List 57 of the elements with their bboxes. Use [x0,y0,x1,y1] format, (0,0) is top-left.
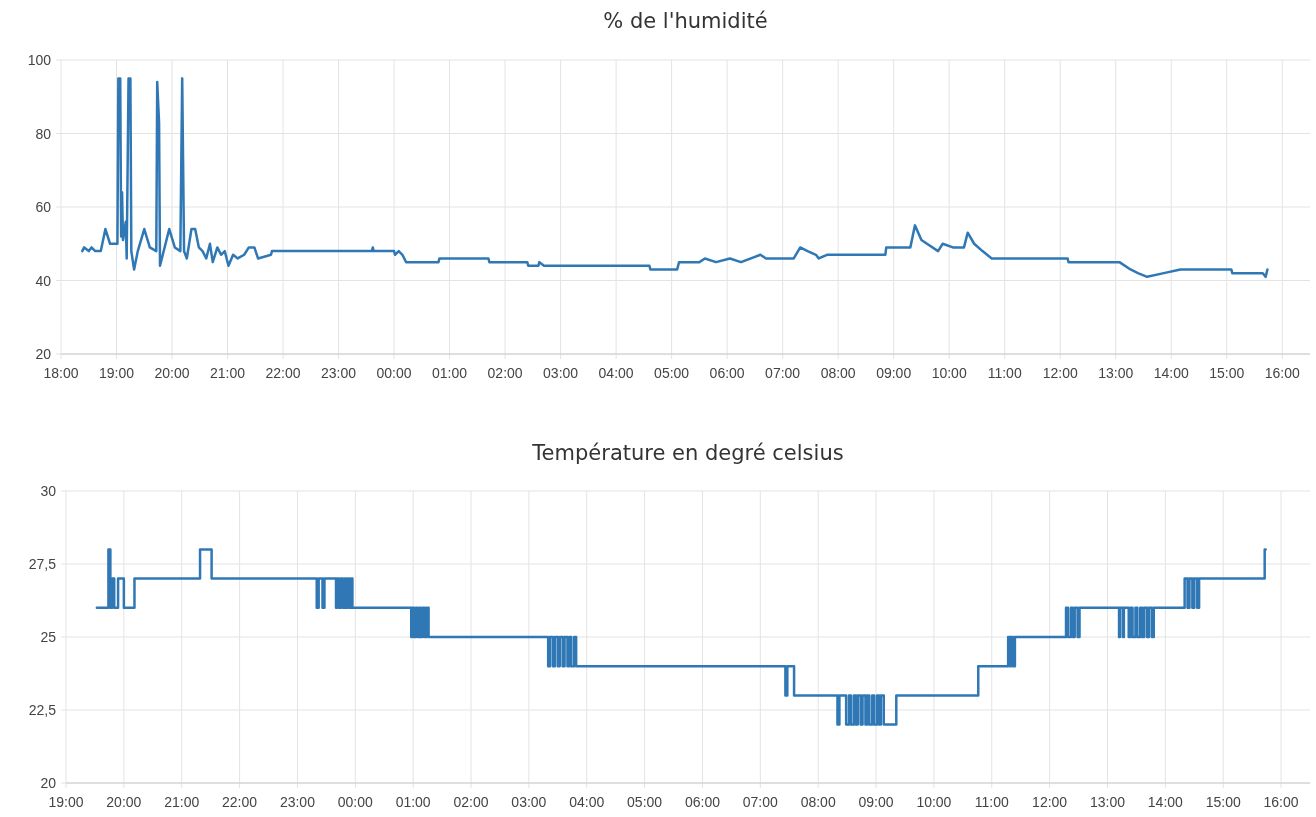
y-tick-label: 100 [27,52,52,68]
y-tick-label: 27,5 [28,556,57,572]
x-tick-label: 09:00 [858,794,894,810]
x-tick-label: 06:00 [684,794,721,810]
y-tick-label: 20 [40,775,57,791]
x-tick-label: 05:00 [627,794,663,810]
x-tick-label: 02:00 [487,365,523,381]
x-tick-label: 14:00 [1147,794,1184,810]
x-tick-label: 23:00 [279,794,316,810]
x-tick-label: 14:00 [1153,365,1189,381]
x-tick-label: 15:00 [1205,794,1241,810]
x-tick-label: 16:00 [1263,794,1299,810]
x-tick-label: 06:00 [709,365,745,381]
x-tick-label: 15:00 [1209,365,1245,381]
x-tick-label: 11:00 [987,365,1022,381]
x-tick-label: 10:00 [931,365,967,381]
x-tick-label: 07:00 [765,365,801,381]
x-tick-label: 04:00 [569,794,605,810]
chart-title: % de l'humidité [603,9,768,33]
x-tick-label: 13:00 [1098,365,1134,381]
x-tick-label: 00:00 [337,794,374,810]
x-tick-label: 03:00 [543,365,579,381]
x-tick-label: 21:00 [164,794,200,810]
y-tick-label: 40 [35,272,52,289]
x-tick-label: 19:00 [48,794,84,810]
x-tick-label: 12:00 [1042,365,1078,381]
x-tick-label: 08:00 [820,365,856,381]
x-tick-label: 12:00 [1032,794,1068,810]
x-tick-label: 10:00 [916,794,952,810]
x-tick-label: 23:00 [321,365,357,381]
y-tick-label: 60 [35,199,52,215]
x-tick-label: 08:00 [800,794,836,810]
y-tick-label: 25 [40,629,57,645]
x-tick-label: 07:00 [742,794,779,810]
y-tick-label: 30 [40,483,57,499]
x-tick-label: 18:00 [43,365,79,381]
x-tick-label: 09:00 [876,365,912,381]
x-tick-label: 05:00 [654,365,690,381]
y-tick-label: 80 [35,125,52,142]
x-tick-label: 01:00 [395,794,431,810]
x-tick-label: 21:00 [210,365,246,381]
x-tick-label: 13:00 [1089,794,1126,810]
x-tick-label: 19:00 [98,365,135,381]
x-tick-label: 22:00 [222,794,258,810]
y-tick-label: 20 [35,346,52,362]
chart-title: Température en degré celsius [531,441,844,465]
x-tick-label: 22:00 [265,365,301,381]
x-tick-label: 02:00 [453,794,489,810]
y-tick-label: 22,5 [28,702,57,718]
x-tick-label: 11:00 [974,794,1009,810]
x-tick-label: 04:00 [598,365,634,381]
x-tick-label: 00:00 [376,365,412,381]
x-tick-label: 20:00 [106,794,142,810]
x-tick-label: 03:00 [511,794,547,810]
x-tick-label: 16:00 [1264,365,1300,381]
x-tick-label: 20:00 [154,365,190,381]
x-tick-label: 01:00 [432,365,468,381]
